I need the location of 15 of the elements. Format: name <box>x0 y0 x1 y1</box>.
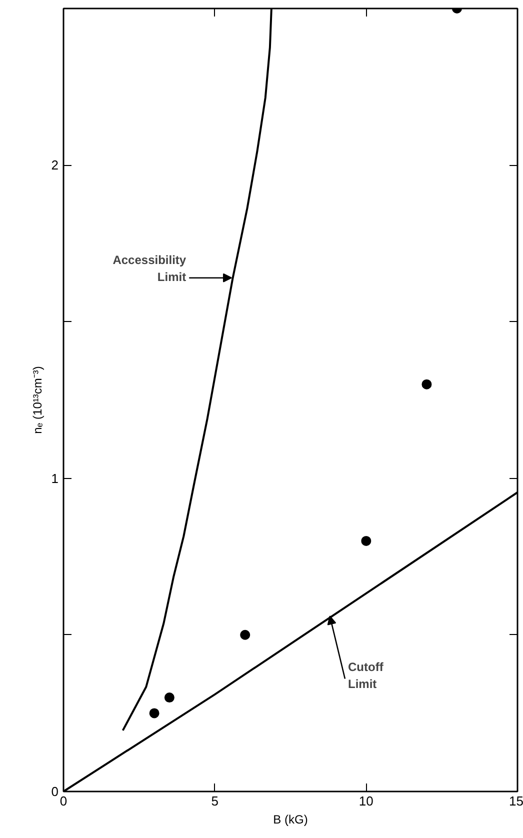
point <box>240 630 250 640</box>
x-axis-title: B (kG) <box>273 812 308 826</box>
x-tick-label: 15 <box>509 794 523 808</box>
x-tick-label: 10 <box>358 794 374 808</box>
y-tick-label: 2 <box>51 158 59 173</box>
x-tick-label: 5 <box>211 794 218 808</box>
y-axis-title: nₑ (10¹³cm⁻³) <box>30 366 44 434</box>
point <box>164 692 174 703</box>
y-tick-label: 1 <box>51 470 59 486</box>
annotation: Accessibility Limit <box>112 253 186 284</box>
annotation: Cutoff Limit <box>348 660 384 691</box>
y-tick-label: 0 <box>51 784 59 799</box>
point <box>149 708 160 718</box>
point <box>422 379 432 390</box>
point <box>361 536 372 546</box>
